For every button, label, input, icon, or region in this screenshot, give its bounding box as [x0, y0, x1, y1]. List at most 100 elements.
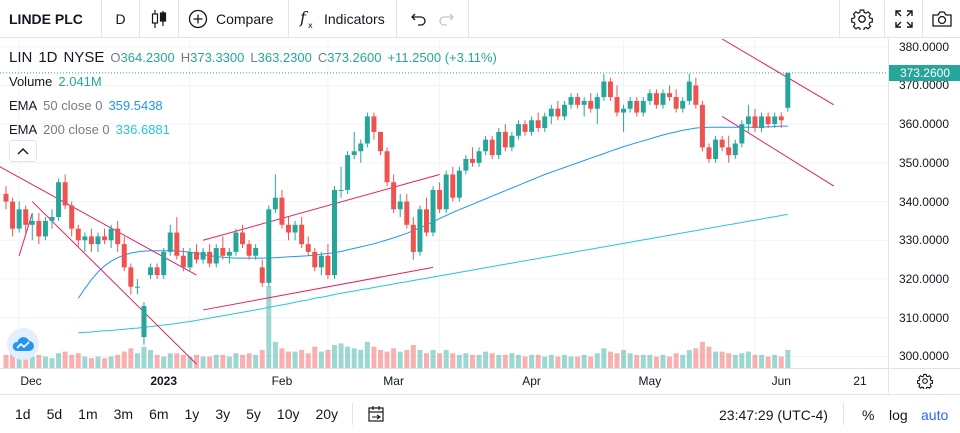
range-button-3y[interactable]: 3y: [215, 406, 231, 422]
candle-body: [759, 116, 765, 129]
candle-body: [174, 232, 180, 256]
volume-bar: [476, 354, 482, 368]
range-button-5y[interactable]: 5y: [246, 406, 261, 422]
legend-ema200-row[interactable]: EMA 200 close 0 336.6881: [9, 118, 497, 142]
fullscreen-button[interactable]: [884, 0, 922, 38]
time-tick-label: Mar: [383, 374, 404, 388]
candle-body: [529, 120, 535, 132]
time-axis[interactable]: Dec 2023 Feb Mar Apr May Jun 21: [0, 368, 888, 393]
candle-body: [187, 251, 193, 268]
volume-bar: [134, 353, 140, 368]
volume-bar: [739, 353, 745, 368]
candle-body: [417, 209, 423, 252]
indicators-label: Indicators: [324, 10, 385, 27]
range-button-3m[interactable]: 3m: [113, 406, 134, 422]
volume-bar: [581, 354, 587, 368]
volume-bar: [10, 353, 16, 368]
volume-bar: [220, 354, 226, 368]
candle-body: [56, 182, 62, 218]
volume-bar: [772, 354, 778, 368]
redo-icon[interactable]: [438, 12, 455, 26]
compare-button[interactable]: Compare: [179, 0, 289, 37]
legend-high: H373.3300: [181, 46, 245, 70]
volume-bar: [391, 348, 397, 368]
volume-bar: [719, 351, 725, 368]
legend-collapse-button[interactable]: [9, 140, 37, 162]
volume-bar: [483, 351, 489, 368]
price-tick-label: 340.0000: [898, 194, 949, 209]
volume-bar: [3, 354, 9, 368]
interval-button[interactable]: D: [102, 0, 140, 37]
snapshot-button[interactable]: [922, 0, 960, 38]
volume-bar: [332, 345, 337, 368]
range-buttons: 1d 5d 1m 3m 6m 1y 3y 5y 10y 20y: [0, 395, 344, 433]
auto-scale-toggle[interactable]: auto: [921, 407, 949, 423]
candle-body: [272, 197, 278, 210]
chart-pane[interactable]: LIN 1D NYSE O364.2300 H373.3300 L363.230…: [0, 39, 888, 368]
volume-bar: [535, 354, 541, 368]
ema50-params: 50 close 0: [43, 98, 103, 113]
range-button-5d[interactable]: 5d: [46, 406, 63, 422]
range-button-1y[interactable]: 1y: [184, 406, 200, 422]
volume-bar: [69, 354, 75, 368]
go-to-date-button[interactable]: [352, 403, 385, 425]
candle-body: [450, 174, 456, 198]
settings-button[interactable]: [839, 0, 884, 38]
candle-body: [745, 116, 751, 125]
candle-body: [647, 93, 653, 101]
legend-ema50-row[interactable]: EMA 50 close 0 359.5438: [9, 94, 497, 118]
volume-bar: [358, 349, 364, 368]
gear-icon: [851, 8, 873, 30]
time-tick-label: Apr: [522, 374, 541, 388]
trend-line: [202, 173, 440, 241]
volume-bar: [542, 356, 548, 368]
volume-bar: [82, 356, 88, 368]
volume-bar: [759, 354, 765, 368]
volume-bar: [194, 354, 200, 368]
price-axis[interactable]: 380.0000 370.0000 360.0000 350.0000 340.0000…: [888, 39, 960, 368]
tradingview-logo-button[interactable]: [7, 328, 39, 360]
cloud-chart-icon: [12, 336, 34, 352]
volume-bar: [437, 353, 443, 368]
volume-bar: [667, 356, 673, 368]
range-button-6m[interactable]: 6m: [149, 406, 169, 422]
bottom-divider: [843, 403, 844, 425]
percent-scale-toggle[interactable]: %: [862, 407, 875, 423]
fullscreen-icon: [894, 10, 913, 28]
candle-body: [102, 236, 108, 241]
undo-icon[interactable]: [410, 12, 427, 26]
volume-bar: [141, 346, 147, 368]
price-tick-label: 350.0000: [898, 155, 949, 170]
price-chart[interactable]: [0, 39, 888, 368]
candle-body: [292, 224, 298, 233]
candle-body: [266, 209, 272, 283]
legend-volume-row[interactable]: Volume 2.041M: [9, 70, 497, 94]
volume-bar: [187, 356, 193, 368]
time-tick-label: 2023: [150, 374, 178, 388]
candle-body: [128, 267, 134, 287]
range-button-10y[interactable]: 10y: [276, 406, 300, 422]
low-label: L: [250, 50, 258, 65]
candle-body: [588, 100, 594, 109]
open-value: 364.2300: [120, 50, 175, 65]
range-button-1d[interactable]: 1d: [15, 406, 31, 422]
candle-body: [377, 131, 383, 152]
axis-settings-button[interactable]: [888, 368, 960, 393]
close-value: 373.2600: [327, 50, 382, 65]
volume-bar: [286, 351, 292, 368]
candle-body: [575, 97, 581, 105]
volume-bar: [29, 356, 35, 368]
log-scale-toggle[interactable]: log: [889, 407, 908, 423]
price-tick-label: 360.0000: [898, 117, 949, 132]
range-button-20y[interactable]: 20y: [315, 406, 339, 422]
volume-bar: [364, 341, 370, 368]
range-button-1m[interactable]: 1m: [78, 406, 98, 422]
candle-body: [594, 97, 600, 109]
symbol-search-button[interactable]: LINDE PLC: [0, 0, 102, 37]
candle-body: [200, 251, 206, 260]
chart-type-button[interactable]: [140, 0, 179, 37]
clock-timezone[interactable]: 23:47:29 (UTC-4): [719, 407, 828, 423]
candle-body: [489, 139, 495, 156]
